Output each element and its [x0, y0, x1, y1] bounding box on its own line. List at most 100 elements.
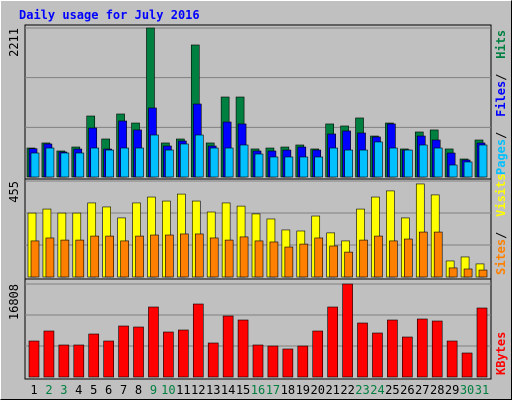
x-tick-label: 10: [161, 383, 175, 397]
y-tick-label: 455: [7, 181, 21, 203]
x-tick-label: 29: [445, 383, 459, 397]
bar: [357, 322, 368, 378]
bar: [30, 240, 40, 278]
bar: [478, 144, 488, 178]
bar: [463, 268, 473, 278]
bar: [118, 325, 129, 378]
bar: [237, 319, 249, 378]
bar: [90, 147, 100, 178]
bar: [404, 238, 413, 278]
x-tick-label: 17: [266, 383, 280, 397]
x-tick-label: 22: [340, 383, 354, 397]
bar: [329, 147, 338, 178]
bar: [90, 235, 100, 278]
bar: [359, 239, 368, 278]
legend-label: Visits: [494, 174, 508, 217]
bar: [254, 153, 264, 178]
bar: [75, 152, 85, 178]
x-tick-label: 4: [75, 383, 82, 397]
bar: [194, 233, 204, 278]
bar: [209, 147, 219, 178]
bar: [267, 345, 279, 378]
bar: [299, 243, 309, 278]
bar: [60, 239, 70, 278]
x-tick-label: 23: [355, 383, 369, 397]
bar: [60, 152, 70, 178]
x-tick-label: 18: [281, 383, 295, 397]
bar: [297, 345, 309, 378]
legend-separator: /: [494, 132, 508, 139]
bar: [418, 144, 428, 178]
bar: [224, 239, 234, 278]
bar: [431, 320, 443, 378]
bar: [28, 340, 40, 378]
bar: [194, 134, 204, 178]
x-tick-label: 21: [325, 383, 339, 397]
x-tick-label: 19: [296, 383, 310, 397]
x-tick-label: 11: [176, 383, 190, 397]
bar: [342, 283, 353, 378]
x-tick-label: 26: [400, 383, 414, 397]
bar: [461, 352, 473, 378]
bar: [476, 307, 488, 378]
legend-label: Hits: [494, 30, 508, 59]
bar: [448, 267, 458, 278]
y-tick-label: 16808: [7, 284, 21, 320]
bar: [329, 245, 338, 278]
bar: [402, 336, 413, 378]
bar: [416, 318, 428, 378]
bar: [446, 340, 458, 378]
bar: [133, 326, 144, 378]
bar: [433, 231, 443, 278]
bar: [105, 149, 114, 178]
bar: [45, 147, 55, 178]
bar: [314, 156, 324, 178]
bar: [105, 235, 114, 278]
bar: [222, 315, 234, 378]
bar: [120, 147, 129, 178]
legend-separator: /: [494, 232, 508, 239]
legend-label: Sites: [494, 239, 508, 275]
bar: [463, 161, 473, 178]
x-tick-label: 6: [105, 383, 112, 397]
bar: [120, 240, 129, 278]
bar: [178, 329, 189, 378]
x-tick-label: 20: [311, 383, 325, 397]
bar: [239, 144, 249, 178]
legend-separator: /: [494, 74, 508, 81]
bar: [254, 240, 264, 278]
bar: [148, 306, 159, 378]
x-tick-label: 31: [475, 383, 489, 397]
bar: [433, 147, 443, 178]
x-tick-label: 14: [221, 383, 235, 397]
x-tick-label: 1: [30, 383, 37, 397]
bar: [314, 237, 324, 278]
bar: [389, 240, 398, 278]
bar: [88, 333, 100, 378]
x-tick-label: 15: [236, 383, 250, 397]
bar: [389, 147, 398, 178]
legend-label: KBytes: [494, 332, 508, 375]
x-tick-label: 5: [90, 383, 97, 397]
bar: [103, 340, 114, 378]
bar: [418, 231, 428, 278]
bar: [344, 149, 353, 178]
bar: [359, 149, 368, 178]
x-tick-label: 16: [251, 383, 265, 397]
bar: [448, 164, 458, 178]
bar: [192, 303, 204, 378]
bar: [135, 147, 144, 178]
x-tick-label: 7: [120, 383, 127, 397]
bar: [374, 235, 383, 278]
x-tick-label: 28: [430, 383, 444, 397]
bar: [209, 237, 219, 278]
bar: [284, 246, 294, 278]
bar: [180, 143, 189, 178]
x-tick-label: 12: [191, 383, 205, 397]
x-tick-label: 24: [370, 383, 384, 397]
bar: [207, 342, 219, 378]
x-tick-label: 27: [415, 383, 429, 397]
bar: [282, 348, 294, 378]
bar: [372, 332, 383, 378]
